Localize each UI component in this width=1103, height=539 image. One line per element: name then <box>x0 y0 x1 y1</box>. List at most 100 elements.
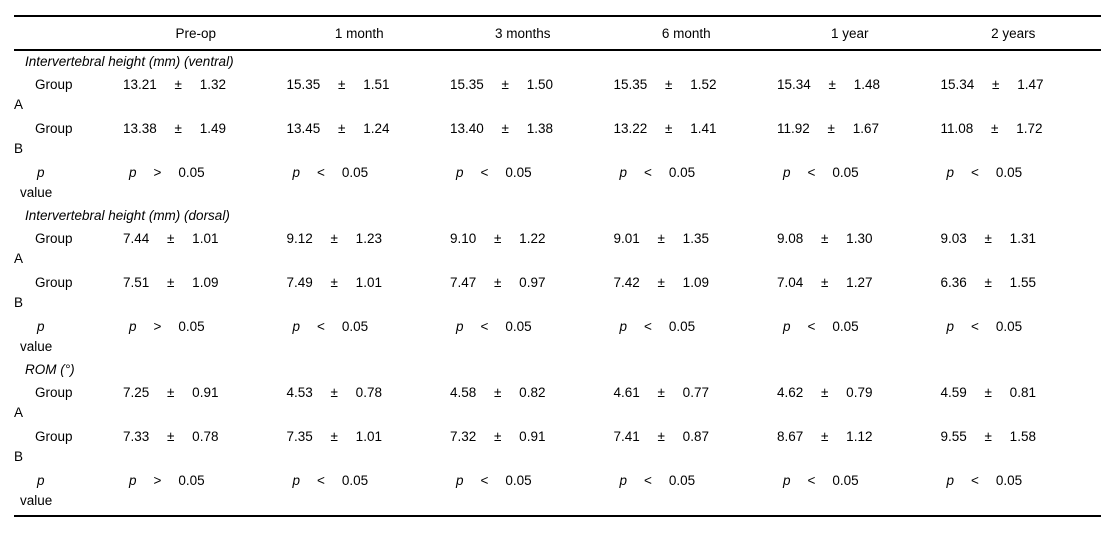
p-threshold: 0.05 <box>178 473 205 488</box>
column-header-1-year: 1 year <box>830 25 869 41</box>
table-row-rom-group-b: Group B 7.33 ± 0.78 7.35 ± 1.01 7.32 ± 0… <box>14 425 1101 469</box>
comparison-operator: > <box>153 165 162 180</box>
comparison-operator: < <box>644 319 652 334</box>
table-row-dorsal-group-b: Group B 7.51 ± 1.09 7.49 ± 1.01 7.47 ± 0… <box>14 271 1101 315</box>
p-value-cell: p >0.05 <box>120 469 284 513</box>
mean-sd-cell: 13.21 ± 1.32 <box>123 77 226 92</box>
row-label: Group A <box>14 73 120 117</box>
comparison-operator: < <box>971 319 979 334</box>
p-value-cell: p <0.05 <box>284 161 448 205</box>
p-value-cell: p <0.05 <box>611 315 775 359</box>
mean-sd-cell: 4.61 ± 0.77 <box>613 385 709 400</box>
mean-sd-cell: 7.47 ± 0.97 <box>450 275 546 290</box>
p-symbol: p <box>946 319 955 334</box>
comparison-operator: < <box>807 473 816 488</box>
section-title-ventral: Intervertebral height (mm) (ventral) <box>25 54 234 69</box>
comparison-operator: < <box>971 473 979 488</box>
comparison-operator: > <box>153 473 162 488</box>
column-header-2-years: 2 years <box>991 25 1036 41</box>
table-row-rom-group-a: Group A 7.25 ± 0.91 4.53 ± 0.78 4.58 ± 0… <box>14 381 1101 425</box>
row-label-line2: value <box>20 493 53 508</box>
mean-sd-cell: 15.35 ± 1.52 <box>613 77 717 92</box>
p-symbol: p <box>946 165 955 180</box>
p-threshold: 0.05 <box>505 165 532 180</box>
comparison-operator: < <box>317 165 325 180</box>
p-value-cell: p <0.05 <box>284 315 448 359</box>
p-threshold: 0.05 <box>832 473 859 488</box>
section-rom: ROM (°) <box>14 359 1101 381</box>
mean-sd-cell: 9.10 ± 1.22 <box>450 231 546 246</box>
mean-sd-cell: 7.04 ± 1.27 <box>777 275 873 290</box>
row-label: Group B <box>14 425 120 469</box>
column-header-3-months: 3 months <box>494 25 551 41</box>
p-threshold: 0.05 <box>668 165 696 180</box>
mean-sd-cell: 13.22 ± 1.41 <box>613 121 717 136</box>
p-threshold: 0.05 <box>341 473 369 488</box>
p-threshold: 0.05 <box>178 165 205 180</box>
mean-sd-cell: 7.51 ± 1.09 <box>123 275 219 290</box>
p-threshold: 0.05 <box>341 165 369 180</box>
mean-sd-cell: 4.58 ± 0.82 <box>450 385 546 400</box>
mean-sd-cell: 7.42 ± 1.09 <box>613 275 709 290</box>
row-label-line1: Group <box>35 385 73 400</box>
p-symbol: p <box>129 319 137 334</box>
p-value-cell: p >0.05 <box>120 161 284 205</box>
p-symbol: p <box>783 319 791 334</box>
mean-sd-cell: 15.35 ± 1.51 <box>286 77 390 92</box>
p-symbol: p <box>783 165 791 180</box>
row-label: Group B <box>14 271 120 315</box>
row-label: Group A <box>14 381 120 425</box>
p-symbol: p <box>456 165 464 180</box>
table-row-dorsal-p-value: p value p >0.05 p <0.05 p <0.05 p <0.05 p <0.… <box>14 315 1101 359</box>
section-dorsal: Intervertebral height (mm) (dorsal) <box>14 205 1101 227</box>
p-threshold: 0.05 <box>995 165 1023 180</box>
row-label-line2: A <box>14 405 24 420</box>
comparison-operator: < <box>807 319 816 334</box>
table-row-rom-p-value: p value p >0.05 p <0.05 p <0.05 p <0.05 p <0.… <box>14 469 1101 513</box>
p-value-cell: p <0.05 <box>938 469 1102 513</box>
p-value-cell: p <0.05 <box>447 315 611 359</box>
row-label-line2: A <box>14 97 24 112</box>
table-row-ventral-p-value: p value p >0.05 p <0.05 p <0.05 p <0.05 p <0.… <box>14 161 1101 205</box>
mean-sd-cell: 4.59 ± 0.81 <box>940 385 1036 400</box>
row-label-line2: A <box>14 251 24 266</box>
comparison-operator: < <box>971 165 979 180</box>
row-label-line2: B <box>14 141 24 156</box>
row-label: Group A <box>14 227 120 271</box>
mean-sd-cell: 9.08 ± 1.30 <box>777 231 873 246</box>
p-symbol: p <box>129 473 137 488</box>
mean-sd-cell: 7.25 ± 0.91 <box>123 385 219 400</box>
row-label-line1: p <box>37 165 45 180</box>
mean-sd-cell: 7.44 ± 1.01 <box>123 231 219 246</box>
mean-sd-cell: 9.01 ± 1.35 <box>613 231 709 246</box>
p-threshold: 0.05 <box>668 473 696 488</box>
comparison-operator: > <box>153 319 162 334</box>
comparison-operator: < <box>480 319 489 334</box>
row-label-line1: p <box>37 319 45 334</box>
mean-sd-cell: 11.08 ± 1.72 <box>940 121 1043 136</box>
table-row-ventral-group-b: Group B 13.38 ± 1.49 13.45 ± 1.24 13.40 … <box>14 117 1101 161</box>
p-threshold: 0.05 <box>668 319 696 334</box>
row-label-line1: Group <box>35 231 73 246</box>
p-value-cell: p <0.05 <box>447 469 611 513</box>
comparison-operator: < <box>807 165 816 180</box>
p-value-cell: p <0.05 <box>611 161 775 205</box>
p-value-cell: p <0.05 <box>611 469 775 513</box>
p-threshold: 0.05 <box>832 319 859 334</box>
p-symbol: p <box>619 473 628 488</box>
row-label-line1: p <box>37 473 45 488</box>
table-header-row: Pre-op 1 month 3 months 6 month 1 year 2… <box>14 17 1101 49</box>
mean-sd-cell: 7.49 ± 1.01 <box>286 275 382 290</box>
p-value-cell: p <0.05 <box>774 161 938 205</box>
p-symbol: p <box>292 473 301 488</box>
row-label: p value <box>14 161 120 205</box>
p-value-cell: p <0.05 <box>938 161 1102 205</box>
section-title-rom: ROM (°) <box>25 362 75 377</box>
column-header-pre-op: Pre-op <box>175 25 217 41</box>
row-label-line2: B <box>14 449 24 464</box>
row-label-line1: Group <box>35 275 73 290</box>
p-threshold: 0.05 <box>995 319 1023 334</box>
p-threshold: 0.05 <box>832 165 859 180</box>
table-row-ventral-group-a: Group A 13.21 ± 1.32 15.35 ± 1.51 15.35 … <box>14 73 1101 117</box>
comparison-operator: < <box>480 473 489 488</box>
